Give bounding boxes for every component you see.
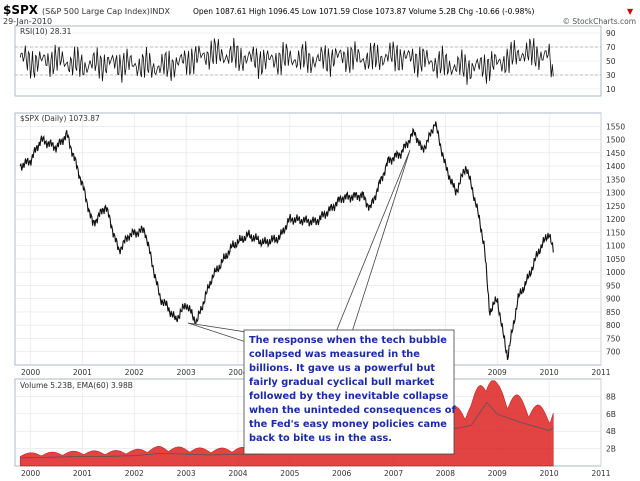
chart-symbol: $SPX — [3, 3, 39, 17]
callout-box: The response when the tech bubble collap… — [243, 329, 456, 455]
price-x-tick-label: 2011 — [591, 368, 610, 377]
price-x-tick-label: 2003 — [177, 368, 196, 377]
price-y-tick-label: 850 — [606, 308, 621, 317]
volume-x-tick-label: 2001 — [73, 469, 92, 478]
change-arrow-icon: ▼ — [627, 7, 634, 16]
price-x-tick-label: 2001 — [73, 368, 92, 377]
volume-y-tick-label: 2B — [606, 445, 616, 454]
rsi-y-tick-label: 10 — [606, 85, 616, 94]
rsi-y-tick-label: 70 — [606, 43, 616, 52]
price-y-tick-label: 1200 — [606, 215, 625, 224]
callout-box-frame — [243, 329, 455, 455]
price-y-tick-label: 1550 — [606, 122, 625, 131]
rsi-legend: RSI(10) 28.31 — [20, 27, 72, 36]
callout-line-5: followed by they inevitable collapse — [249, 391, 449, 402]
volume-x-tick-label: 2002 — [125, 469, 144, 478]
price-x-tick-label: 2004 — [228, 368, 247, 377]
volume-x-ticks: 2000 2001 2002 2003 2004 2005 2006 2007 2008 2009… — [21, 469, 611, 478]
callout-line-8: back to bite us in the ass. — [249, 433, 392, 444]
price-y-tick-label: 1500 — [606, 136, 625, 145]
price-y-tick-label: 950 — [606, 281, 621, 290]
volume-x-tick-label: 2011 — [591, 469, 610, 478]
price-y-ticks: 700 750 800 850 900 950 1000 1050 1100 1150 1200 12… — [606, 122, 625, 356]
price-panel-frame — [14, 112, 602, 366]
price-x-tick-label: 2000 — [21, 368, 40, 377]
rsi-y-ticks: 10 30 50 70 90 — [606, 29, 616, 94]
volume-y-tick-label: 8B — [606, 392, 616, 401]
volume-y-ticks: 2B 4B 6B 8B — [606, 392, 616, 453]
price-y-tick-label: 800 — [606, 321, 621, 330]
volume-legend: Volume 5.23B, EMA(60) 3.98B — [20, 381, 133, 390]
price-y-tick-label: 1100 — [606, 242, 625, 251]
price-y-tick-label: 900 — [606, 295, 621, 304]
price-panel: 700 750 800 850 900 950 1000 1050 1100 1150 1200 12… — [14, 112, 625, 377]
callout-line-7: the Fed's easy money policies came — [249, 419, 447, 430]
price-y-tick-label: 700 — [606, 348, 621, 357]
rsi-series-line — [19, 37, 554, 85]
rsi-grid — [15, 32, 601, 90]
volume-x-tick-label: 2008 — [436, 469, 455, 478]
price-y-tick-label: 1450 — [606, 149, 625, 158]
volume-x-tick-label: 2004 — [228, 469, 247, 478]
volume-y-tick-label: 4B — [606, 427, 616, 436]
price-x-tick-label: 2002 — [125, 368, 144, 377]
price-y-tick-label: 1300 — [606, 189, 625, 198]
volume-x-tick-label: 2003 — [177, 469, 196, 478]
volume-x-tick-label: 2010 — [540, 469, 559, 478]
rsi-panel: 10 30 50 70 90 RSI(10) 28.31 — [14, 25, 616, 97]
watermark: © StockCharts.com — [562, 17, 636, 26]
rsi-y-tick-label: 50 — [606, 57, 616, 66]
chart-name: (S&P 500 Large Cap Index) — [42, 7, 150, 16]
callout-line-1: The response when the tech bubble — [249, 335, 447, 346]
chart-exchange: INDX — [150, 7, 171, 16]
volume-x-tick-label: 2007 — [384, 469, 403, 478]
callout-line-6: when the uninteded consequences of — [249, 405, 456, 416]
price-y-tick-label: 1050 — [606, 255, 625, 264]
volume-y-tick-label: 6B — [606, 410, 616, 419]
callout-line-3: billions. It gave us a powerful but — [249, 363, 435, 374]
price-y-tick-label: 1250 — [606, 202, 625, 211]
price-y-tick-label: 1350 — [606, 175, 625, 184]
price-y-tick-label: 1000 — [606, 268, 625, 277]
volume-x-tick-label: 2009 — [488, 469, 507, 478]
price-y-tick-label: 1400 — [606, 162, 625, 171]
rsi-y-tick-label: 30 — [606, 71, 616, 80]
callout-line-2: collapsed was measured in the — [249, 349, 420, 360]
price-series-line — [19, 121, 554, 361]
price-x-tick-label: 2009 — [488, 368, 507, 377]
price-legend: $SPX (Daily) 1073.87 — [20, 114, 100, 123]
price-y-tick-label: 750 — [606, 334, 621, 343]
callout-line-4: fairly gradual cyclical bull market — [249, 377, 435, 388]
rsi-y-tick-label: 90 — [606, 29, 616, 38]
quote-line: Open 1087.61 High 1096.45 Low 1071.59 Cl… — [193, 7, 534, 16]
volume-x-tick-label: 2005 — [280, 469, 299, 478]
volume-x-tick-label: 2000 — [21, 469, 40, 478]
price-y-tick-label: 1150 — [606, 228, 625, 237]
price-x-tick-label: 2010 — [540, 368, 559, 377]
volume-x-tick-label: 2006 — [332, 469, 351, 478]
chart-date: 29-Jan-2010 — [3, 17, 52, 26]
